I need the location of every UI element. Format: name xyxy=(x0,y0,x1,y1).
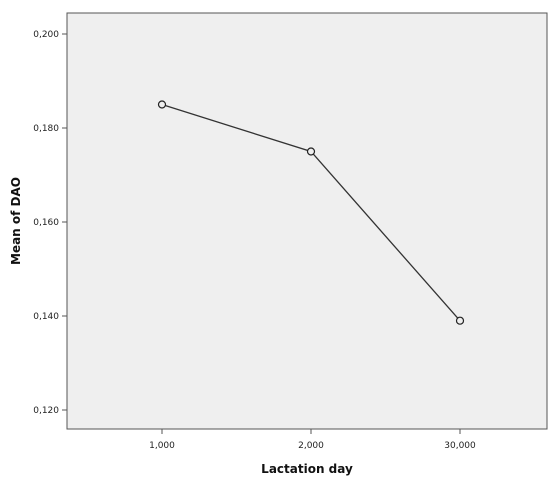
x-axis-title: Lactation day xyxy=(261,462,353,476)
y-tick-label: 0,180 xyxy=(33,124,59,134)
y-axis: 0,120 0,140 0,160 0,180 0,200 xyxy=(33,30,67,416)
x-tick-label: 30,000 xyxy=(444,441,476,451)
data-point xyxy=(157,100,167,109)
y-axis-title: Mean of DAO xyxy=(9,177,23,265)
x-axis: 1,000 2,000 30,000 xyxy=(149,429,476,451)
series-layer xyxy=(157,100,465,325)
x-tick-label: 1,000 xyxy=(149,441,175,451)
data-point xyxy=(455,316,465,325)
y-tick-label: 0,200 xyxy=(33,30,59,40)
y-tick-label: 0,160 xyxy=(33,218,59,228)
data-point xyxy=(306,147,316,156)
y-tick-label: 0,140 xyxy=(33,312,59,322)
plot-area xyxy=(66,12,548,430)
x-tick-label: 2,000 xyxy=(298,441,324,451)
y-tick-label: 0,120 xyxy=(33,406,59,416)
